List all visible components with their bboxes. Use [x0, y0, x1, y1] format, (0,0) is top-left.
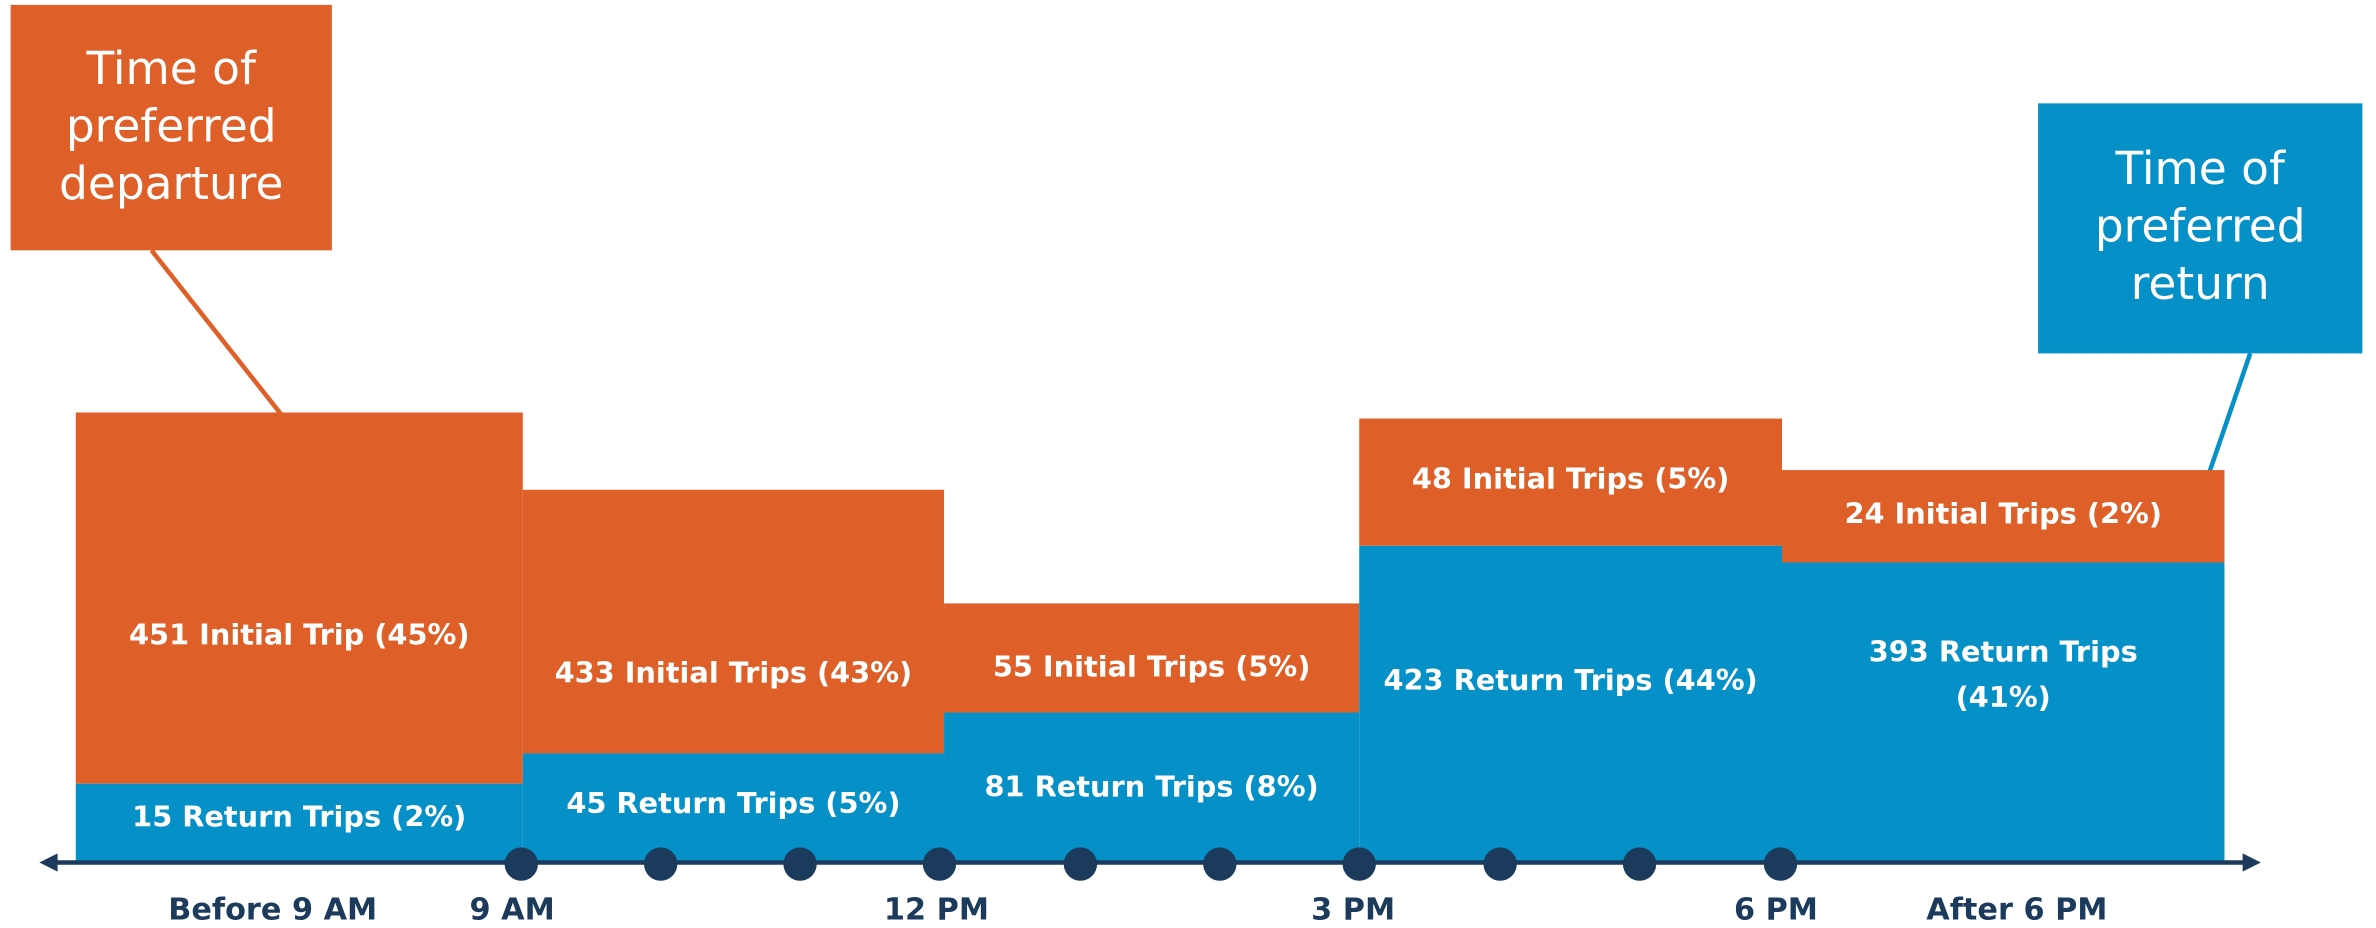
- label-line: 81 Return Trips (8%): [985, 769, 1319, 803]
- hour-dot: [783, 847, 817, 881]
- hour-dot: [1763, 847, 1798, 881]
- hour-dot: [644, 847, 678, 881]
- axis-label: 6 PM: [1734, 893, 1818, 928]
- callout-text: Time of: [2115, 142, 2286, 195]
- label-line: 24 Initial Trips (2%): [1844, 497, 2162, 531]
- label-line: 423 Return Trips (44%): [1384, 663, 1758, 697]
- initial-trips-block: [1359, 418, 1782, 546]
- label-line: (41%): [1956, 680, 2051, 714]
- callout-text: preferred: [2095, 200, 2306, 253]
- hour-dot: [1483, 847, 1517, 881]
- callout-text: preferred: [66, 100, 277, 153]
- axis-label: After 6 PM: [1926, 893, 2107, 928]
- hour-dot: [1622, 847, 1657, 881]
- axis-label: 9 AM: [470, 893, 555, 928]
- hour-dot: [922, 847, 957, 881]
- departure-callout: [10, 4, 332, 251]
- return-trips-block: [75, 783, 523, 862]
- label-line: 433 Initial Trips (43%): [555, 656, 913, 690]
- return-trips-block: [1359, 545, 1782, 862]
- callout-text: Time of: [86, 42, 257, 95]
- return-trips-block: [522, 753, 945, 862]
- initial-trips-block: [944, 603, 1360, 713]
- hour-dot: [504, 847, 538, 881]
- label-line: 55 Initial Trips (5%): [993, 650, 1311, 684]
- initial-trips-block: [1782, 470, 2225, 563]
- initial-trips-block: [522, 489, 945, 754]
- label-line: 451 Initial Trip (45%): [129, 618, 469, 652]
- hour-dot: [1203, 847, 1237, 881]
- callout-text: return: [2131, 257, 2270, 310]
- axis-label: Before 9 AM: [168, 893, 377, 928]
- callout-text: departure: [59, 157, 283, 210]
- blocks: 451 Initial Trip (45%) 15 Return Trips (2…: [75, 412, 2225, 862]
- axis-label: 3 PM: [1311, 893, 1395, 928]
- axis-label: 12 PM: [884, 893, 989, 928]
- return-callout: [2038, 103, 2363, 354]
- return-trips-block: [944, 712, 1360, 862]
- hour-dot: [1342, 847, 1376, 881]
- hour-dot: [1063, 847, 1098, 881]
- label-line: 393 Return Trips: [1869, 634, 2138, 668]
- label-line: 48 Initial Trips (5%): [1412, 462, 1730, 496]
- label-line: 45 Return Trips (5%): [566, 786, 900, 820]
- initial-trips-block: [75, 412, 523, 784]
- return-trips-block: [1782, 562, 2225, 862]
- label-line: 15 Return Trips (2%): [132, 800, 466, 834]
